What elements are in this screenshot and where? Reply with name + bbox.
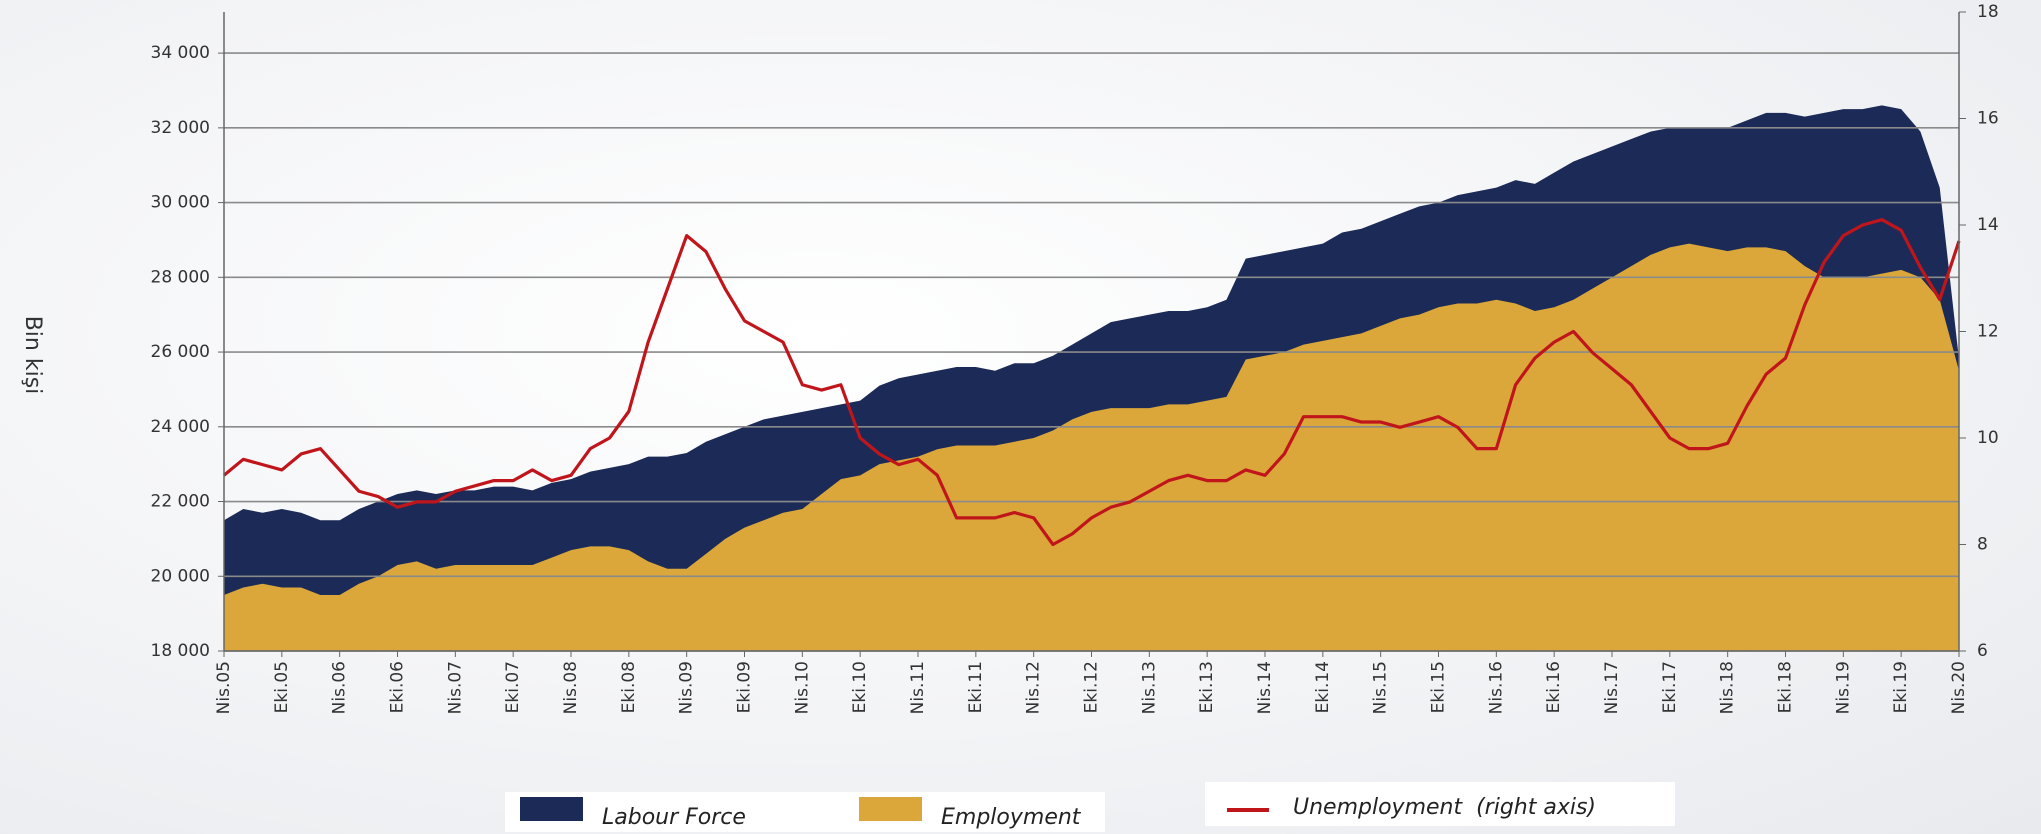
x-tick-label: Nis.08 [561, 661, 581, 714]
legend-label: Unemployment (right axis) [1293, 795, 1596, 820]
x-tick-label: Nis.07 [445, 661, 465, 714]
x-tick-label: Nis.15 [1371, 661, 1391, 714]
x-tick-label: Nis.13 [1139, 661, 1159, 714]
x-tick-label: Eki.19 [1891, 661, 1911, 713]
x-tick-label: Eki.10 [850, 661, 870, 713]
legend-swatch [859, 797, 922, 821]
x-tick-label: Eki.05 [272, 661, 292, 713]
y-tick-label: 24 000 [151, 417, 210, 437]
x-tick-label: Eki.16 [1544, 661, 1564, 713]
y-axis-label: Bin kişi [20, 316, 45, 395]
y-tick-label: 34 000 [151, 43, 210, 63]
x-tick-label: Eki.12 [1082, 661, 1102, 713]
x-tick-label: Nis.16 [1486, 661, 1506, 714]
y-tick-label: 22 000 [151, 492, 210, 512]
y2-tick-label: 16 [1977, 109, 1999, 129]
legend-swatch [520, 797, 583, 821]
y-tick-label: 26 000 [151, 342, 210, 362]
y2-tick-label: 14 [1977, 215, 1999, 235]
y2-tick-label: 10 [1977, 428, 1999, 448]
y2-tick-label: 8 [1977, 535, 1988, 555]
legend-label: Employment [941, 805, 1082, 830]
x-tick-label: Eki.09 [735, 661, 755, 713]
x-tick-label: Eki.14 [1313, 661, 1333, 713]
y2-tick-label: 6 [1977, 641, 1988, 661]
legend-label: Labour Force [602, 805, 746, 830]
x-tick-label: Nis.09 [677, 661, 697, 714]
x-tick-label: Eki.13 [1197, 661, 1217, 713]
legend-box [1205, 782, 1675, 826]
y-tick-label: 30 000 [151, 193, 210, 213]
y2-tick-label: 18 [1977, 2, 1999, 22]
x-tick-label: Eki.15 [1429, 661, 1449, 713]
legend-box [505, 792, 1105, 832]
x-tick-label: Eki.11 [966, 661, 986, 713]
y-tick-label: 18 000 [151, 641, 210, 661]
y-tick-label: 32 000 [151, 118, 210, 138]
x-tick-label: Nis.10 [792, 661, 812, 714]
x-tick-label: Nis.05 [214, 661, 234, 714]
x-tick-label: Nis.17 [1602, 661, 1622, 714]
x-tick-label: Eki.18 [1776, 661, 1796, 713]
line [222, 218, 1961, 547]
y-tick-label: 28 000 [151, 267, 210, 287]
x-tick-label: Eki.08 [619, 661, 639, 713]
x-tick-label: Eki.06 [388, 661, 408, 713]
x-tick-label: Nis.18 [1718, 661, 1738, 714]
x-tick-label: Nis.06 [330, 661, 350, 714]
area [224, 243, 1959, 651]
x-tick-label: Nis.14 [1255, 661, 1275, 714]
x-tick-label: Nis.19 [1833, 661, 1853, 714]
y-tick-label: 20 000 [151, 566, 210, 586]
x-tick-label: Nis.12 [1024, 661, 1044, 714]
y2-tick-label: 12 [1977, 322, 1999, 342]
x-tick-label: Eki.17 [1660, 661, 1680, 713]
x-tick-label: Nis.11 [908, 661, 928, 714]
x-tick-label: Eki.07 [503, 661, 523, 713]
x-tick-label: Nis.20 [1949, 661, 1969, 714]
